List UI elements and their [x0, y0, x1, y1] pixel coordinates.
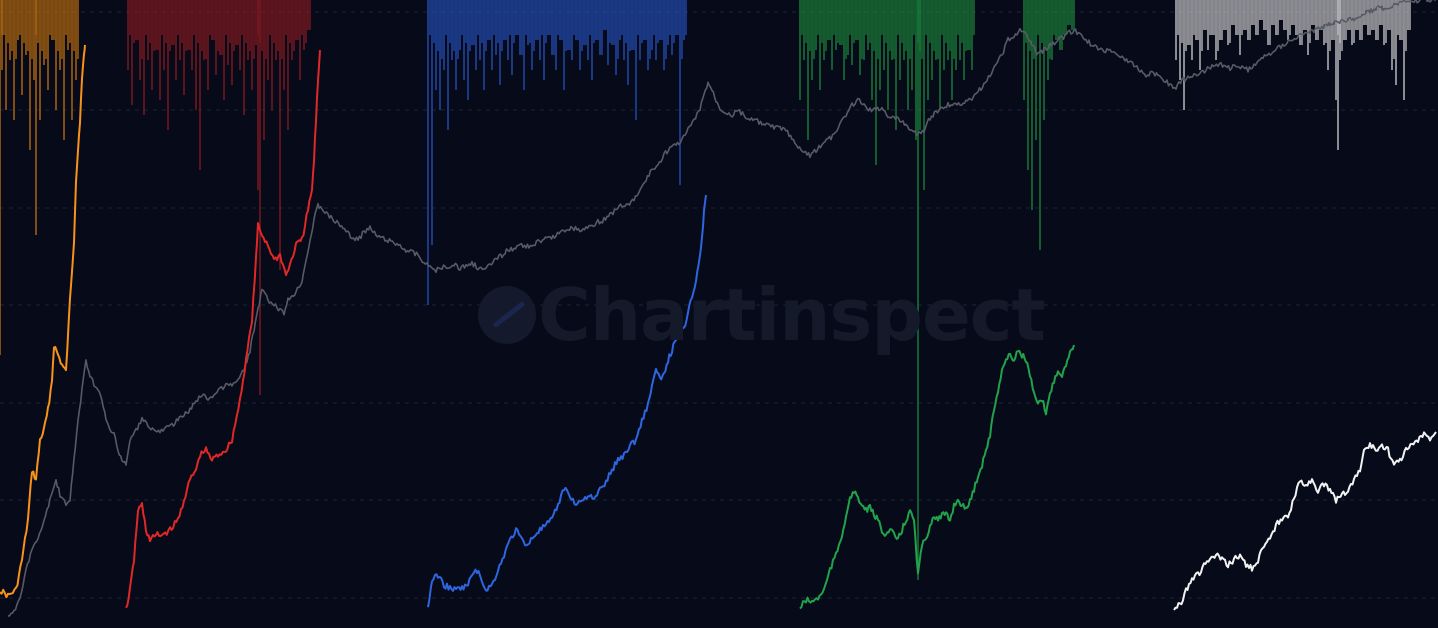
series-line-0	[0, 44, 86, 599]
spike-band-2	[427, 0, 687, 305]
spike-band-0	[0, 0, 79, 355]
grid-layer	[0, 11, 1438, 599]
series-line-2	[427, 194, 707, 608]
series-line-1	[125, 49, 321, 609]
spike-band-3	[799, 0, 1075, 580]
spike-band-4	[1175, 0, 1411, 150]
series-line-3	[799, 344, 1075, 610]
spike-band-1	[127, 0, 311, 395]
spike-layer	[0, 0, 1411, 580]
series-line-5	[7, 0, 1436, 617]
series-line-4	[1173, 431, 1437, 611]
